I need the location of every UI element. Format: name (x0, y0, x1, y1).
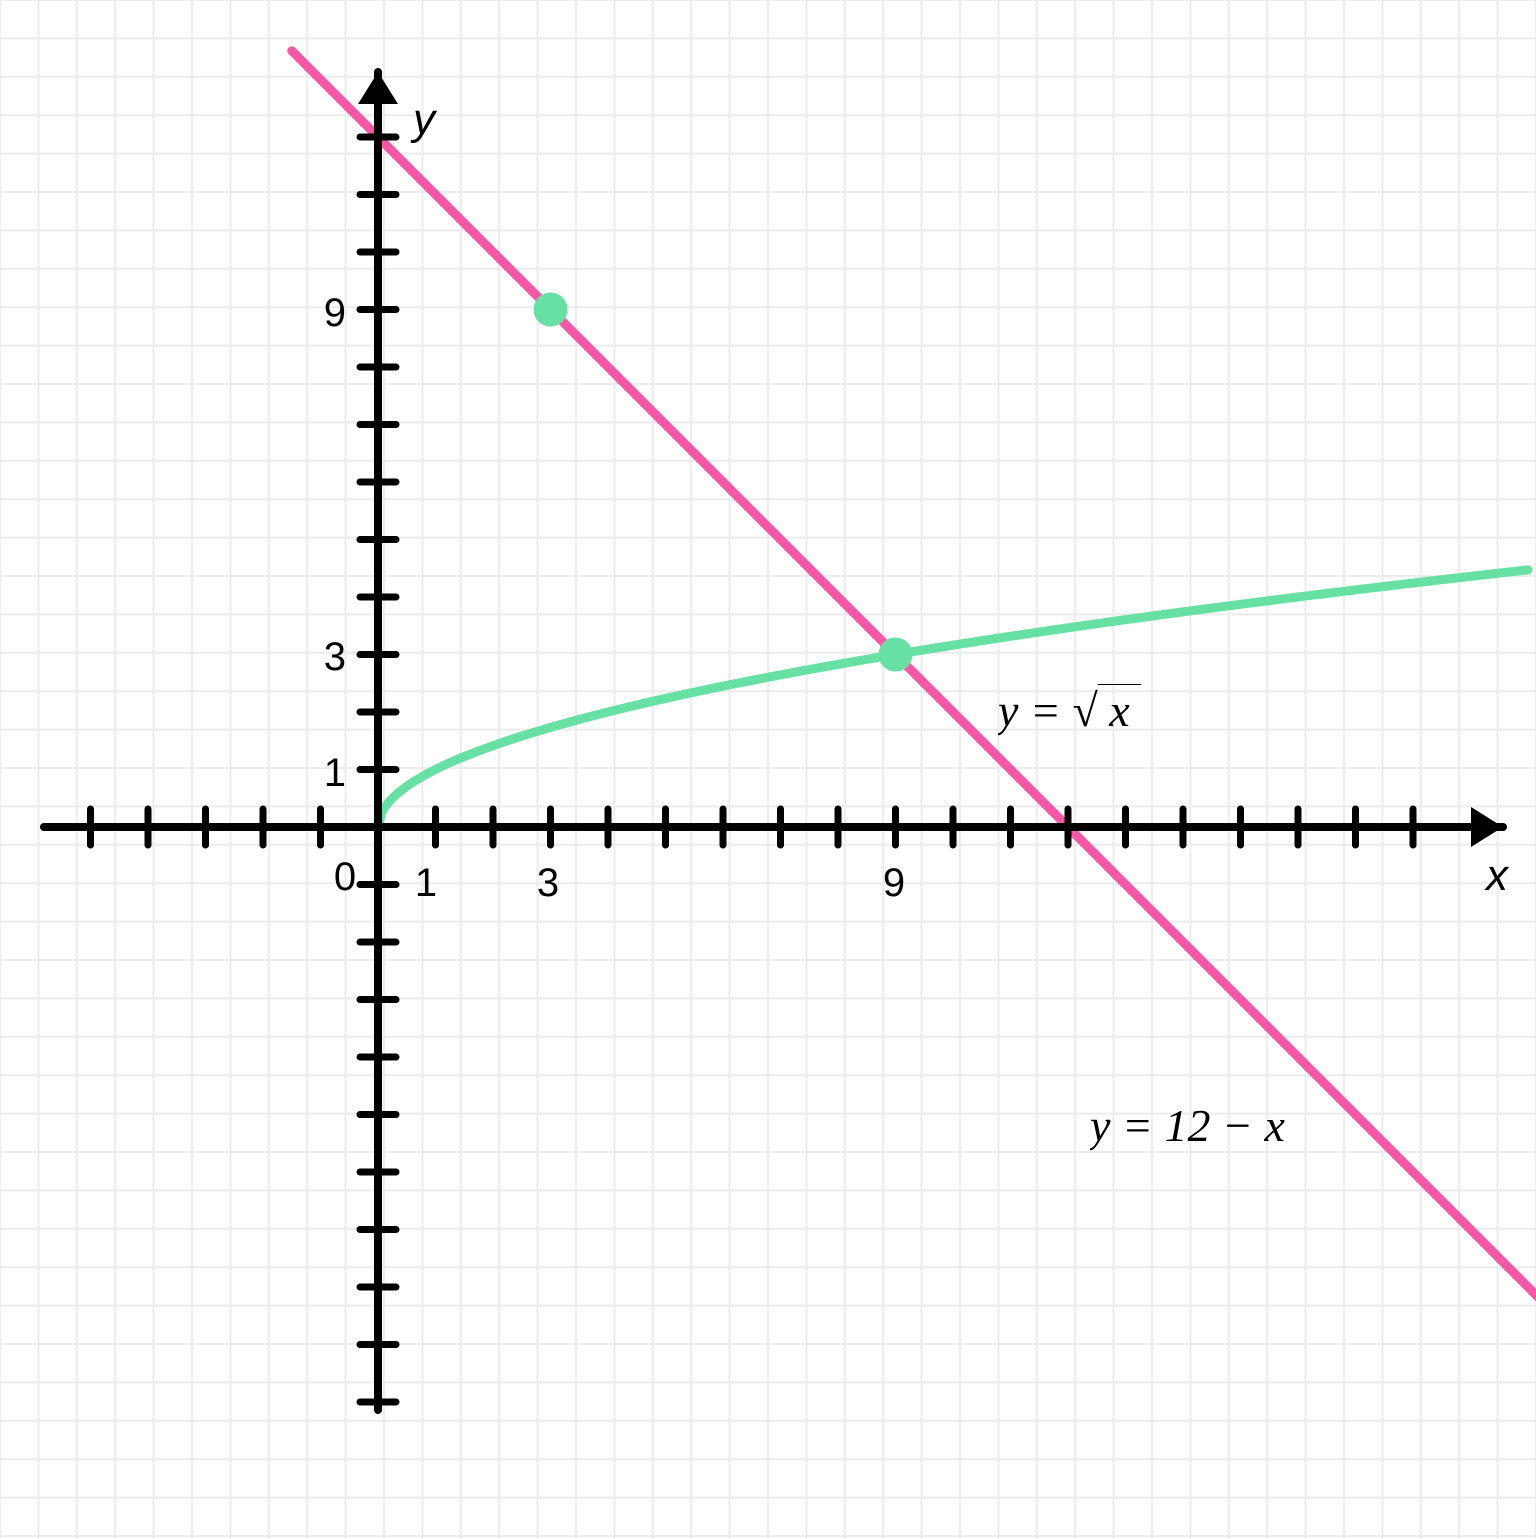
equation-label-0: y = √ x (998, 684, 1398, 776)
coordinate-plane-chart: x y 0 1 3 9 1 3 9 y = √ x y = 12 − x (0, 0, 1536, 1539)
tick-label-3: 1 (324, 751, 346, 795)
origin-label: 0 (334, 855, 356, 899)
tick-label-5: 9 (324, 291, 346, 335)
tick-label-4: 3 (324, 635, 346, 679)
y-axis-label: y (410, 95, 438, 144)
tick-label-1: 3 (537, 861, 559, 905)
x-axis-label: x (1484, 851, 1510, 900)
tick-label-0: 1 (415, 861, 437, 905)
intersection-point-0 (534, 293, 568, 327)
tick-label-2: 9 (883, 861, 905, 905)
equation-label-1: y = 12 − x (1090, 1099, 1490, 1191)
intersection-point-1 (879, 638, 913, 672)
